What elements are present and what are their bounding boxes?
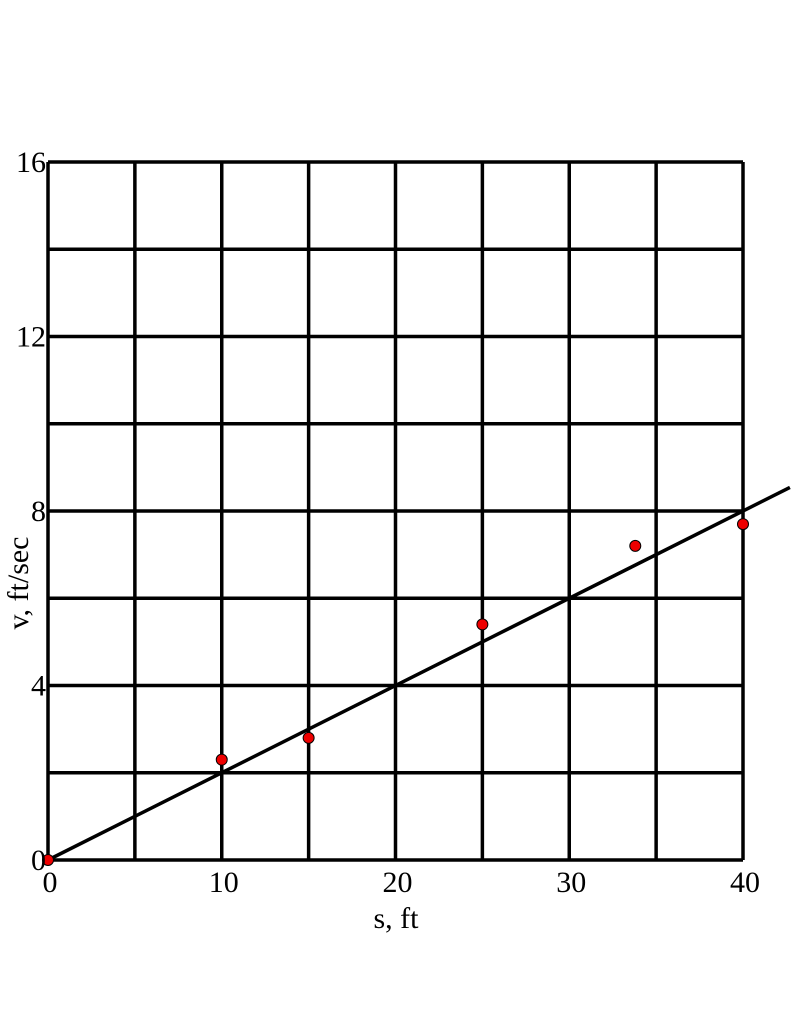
fit-line xyxy=(47,485,791,862)
data-point xyxy=(215,753,228,766)
x-tick-label: 40 xyxy=(730,866,760,899)
x-tick-label: 0 xyxy=(43,866,58,899)
x-tick-label: 20 xyxy=(383,866,413,899)
data-point xyxy=(302,731,315,744)
data-points xyxy=(42,518,749,866)
y-tick-label: 16 xyxy=(16,146,46,179)
x-axis-label: s, ft xyxy=(374,902,420,935)
data-point xyxy=(42,854,54,866)
data-point xyxy=(737,518,749,531)
y-tick-label: 8 xyxy=(31,495,46,528)
data-point xyxy=(476,618,489,631)
x-tick-label: 30 xyxy=(556,866,586,899)
tick-labels: 0 10 20 30 40 0 4 8 12 16 xyxy=(16,146,760,899)
y-tick-label: 0 xyxy=(31,844,46,877)
data-point xyxy=(629,539,642,552)
x-tick-label: 10 xyxy=(209,866,239,899)
y-tick-label: 12 xyxy=(16,321,46,354)
fit-line-layer xyxy=(47,485,791,862)
y-axis-label: v, ft/sec xyxy=(2,536,35,629)
y-tick-label: 4 xyxy=(31,670,46,703)
grid xyxy=(46,160,745,862)
